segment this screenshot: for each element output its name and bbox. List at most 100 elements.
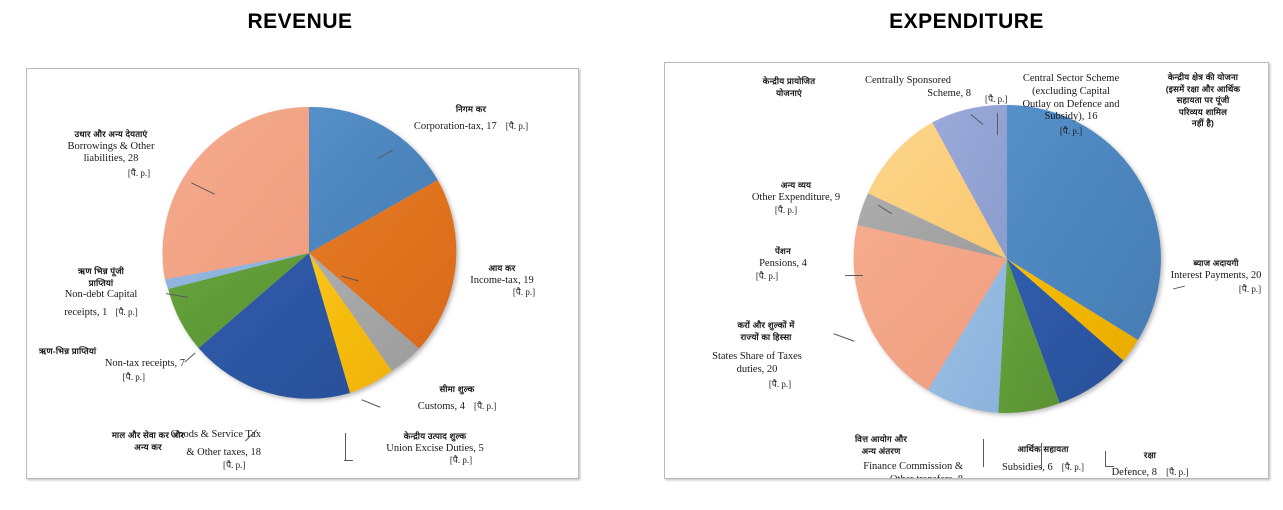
label-borrowings: उधार और अन्य देयताएं Borrowings & Other … <box>31 129 191 179</box>
label-borrowings-hi: उधार और अन्य देयताएं <box>74 129 148 139</box>
label-union-excise-duties-hi: केन्द्रीय उत्पाद शुल्क <box>403 431 467 441</box>
label-defence-en: Defence, 8 <box>1111 466 1158 478</box>
label-states-share-hi: करों और शुल्कों में राज्यों का हिस्सा <box>693 320 839 342</box>
label-union-excise-duties: केन्द्रीय उत्पाद शुल्क Union Excise Duti… <box>345 431 525 466</box>
label-customs: सीमा शुल्क Customs, 4 [पै. p.] <box>377 384 537 413</box>
leader-line-excise <box>345 433 346 461</box>
label-interest-unit: [पै. p.] <box>1238 284 1262 295</box>
label-gst-en2: & Other taxes, 18 <box>186 446 261 458</box>
leader-line-defence-foot <box>1105 466 1114 467</box>
label-css-hi1: केन्द्रीय प्रायोजित <box>762 76 816 86</box>
leader-line-defence <box>1105 451 1106 467</box>
label-finance-commission-en: Finance Commission & Other transfers, 8 <box>795 461 963 478</box>
label-non-debt-capital-receipts: ऋण भिन्न पूंजी प्राप्तियां Non-debt Capi… <box>31 266 171 320</box>
pie-slice-union-excise-duties[interactable] <box>309 253 392 393</box>
label-centrally-sponsored-scheme-hi: केन्द्रीय प्रायोजित योजनाएं <box>731 76 847 98</box>
revenue-pie <box>159 103 459 403</box>
leader-line-finance <box>983 439 984 467</box>
label-interest-payments: ब्याज अदायगी Interest Payments, 20 [पै. … <box>1151 258 1268 295</box>
label-fc-unit: [पै. p.] <box>967 475 989 478</box>
label-customs-en: Customs, 4 <box>417 400 465 412</box>
pie-slice-gst-other-taxes[interactable] <box>198 253 350 399</box>
pie-slice-borrowings-other-liabilities[interactable] <box>162 106 309 280</box>
label-pensions-unit: [पै. p.] <box>755 271 779 282</box>
label-ss-en1: States Share of Taxes <box>712 351 802 362</box>
label-centrally-sponsored-scheme-en: Centrally Sponsored Scheme, 8 <box>845 75 971 100</box>
label-css-unit: [पै. p.] <box>985 89 1007 107</box>
label-corporation-tax: निगम कर Corporation-tax, 17 [पै. p.] <box>371 104 571 133</box>
expenditure-panel: EXPENDITURE <box>650 0 1283 510</box>
label-non-tax-receipts-en: Non-tax receipts, 7 <box>104 357 185 369</box>
label-css-en2: Scheme, 8 <box>927 87 971 99</box>
label-income-tax-unit: [पै. p.] <box>512 287 536 298</box>
label-customs-unit: [पै. p.] <box>473 400 497 411</box>
label-ss-en2: duties, 20 <box>736 363 778 375</box>
label-cs-unit: [पै. p.] <box>1059 126 1083 136</box>
label-ss-hi2: राज्यों का हिस्सा <box>740 331 792 342</box>
revenue-chart-box: निगम कर Corporation-tax, 17 [पै. p.] आय … <box>26 68 579 479</box>
pie-slice-corporation-tax[interactable] <box>309 106 438 253</box>
label-non-debt-en2: receipts, 1 <box>64 306 108 318</box>
label-non-tax-receipts: ऋण-भिन्न प्राप्तियां Non-tax receipts, 7… <box>33 346 185 383</box>
revenue-panel: REVENUE <box>0 0 600 510</box>
label-pensions-en: Pensions, 4 <box>759 257 807 269</box>
pie-slice-other-expenditure[interactable] <box>867 122 1007 259</box>
label-other-expenditure: अन्य व्यय Other Expenditure, 9 [पै. p.] <box>713 180 879 216</box>
expenditure-chart-box: केन्द्रीय प्रायोजित योजनाएं Centrally Sp… <box>664 62 1269 479</box>
label-corporation-tax-hi: निगम कर <box>455 104 487 114</box>
label-gst-unit-text: [पै. p.] <box>223 460 246 470</box>
pie-slice-income-tax[interactable] <box>309 180 457 349</box>
label-income-tax: आय कर Income-tax, 19 [पै. p.] <box>427 263 577 298</box>
label-non-debt-hi1: ऋण भिन्न पूंजी <box>77 266 125 276</box>
expenditure-pie-svg-clean <box>853 104 1161 413</box>
pie-slice-non-tax-receipts[interactable] <box>168 253 309 349</box>
label-states-share-en: States Share of Taxes duties, 20 [पै. p.… <box>677 351 837 389</box>
label-non-debt-en1: Non-debt Capital <box>64 289 138 301</box>
label-fc-hi1: वित्त आयोग और <box>854 434 908 444</box>
label-fc-hi2: अन्य अंतरण <box>861 445 901 456</box>
pie-slice-customs[interactable] <box>309 253 420 371</box>
leader-line-central-sector <box>997 113 998 135</box>
label-borrowings-en2: liabilities, 28 <box>83 153 139 165</box>
label-gst-hi2: अन्य कर <box>134 441 162 452</box>
label-borrowings-unit: [पै. p.] <box>127 168 151 179</box>
label-oe-unit: [पै. p.] <box>774 205 798 216</box>
leader-line-subsidies <box>1041 443 1042 469</box>
label-cs-hi2: (इसमें रक्षा और आर्थिक <box>1165 83 1241 94</box>
pie-slice-finance-commission[interactable] <box>927 259 1007 413</box>
label-interest-hi: ब्याज अदायगी <box>1193 258 1239 268</box>
label-css-en1: Centrally Sponsored <box>864 75 952 86</box>
leader-line-excise-foot <box>344 460 353 461</box>
pie-slice-defence[interactable] <box>1007 259 1124 404</box>
label-interest-en: Interest Payments, 20 <box>1170 269 1262 281</box>
label-corporation-tax-unit: [पै. p.] <box>505 120 529 131</box>
label-borrowings-en1: Borrowings & Other <box>67 140 155 152</box>
label-gst-en1: Goods & Service Tax <box>170 429 261 440</box>
pie-slice-states-share[interactable] <box>853 224 1007 391</box>
label-oe-en: Other Expenditure, 9 <box>751 191 841 203</box>
label-defence-unit: [पै. p.] <box>1166 466 1189 477</box>
pie-slice-central-sector-scheme[interactable] <box>1007 105 1161 341</box>
pie-slice-pensions[interactable] <box>857 193 1007 259</box>
label-cs-hi4: परिव्यय शामिल <box>1178 106 1228 117</box>
label-finance-commission-hi: वित्त आयोग और अन्य अंतरण <box>801 434 961 456</box>
label-customs-hi: सीमा शुल्क <box>439 384 475 394</box>
pie-slice-subsidies[interactable] <box>998 259 1060 413</box>
label-defence: रक्षा Defence, 8 [पै. p.] <box>1085 450 1215 478</box>
label-subsidies: आर्थिक सहायता Subsidies, 6 [पै. p.] <box>973 444 1113 474</box>
label-non-tax-receipts-unit: [पै. p.] <box>122 372 145 383</box>
pie-slice-centrally-sponsored-scheme[interactable] <box>932 104 1007 260</box>
pie-slice-non-debt-capital-receipts[interactable] <box>164 253 309 289</box>
label-gst-other-taxes: माल और सेवा कर और अन्य कर <box>33 430 263 452</box>
label-subsidies-hi: आर्थिक सहायता <box>1017 444 1069 454</box>
label-cs-en3: Outlay on Defence and <box>1022 98 1120 110</box>
label-pensions: पेंशन Pensions, 4 [पै. p.] <box>721 246 845 282</box>
label-union-excise-duties-unit: [पै. p.] <box>449 455 473 466</box>
label-non-debt-unit: [पै. p.] <box>115 306 138 317</box>
revenue-pie-slices <box>162 106 457 399</box>
label-ss-unit: [पै. p.] <box>768 378 792 389</box>
label-fc-en1: Finance Commission & <box>863 461 963 472</box>
label-cs-en2: (excluding Capital <box>1032 85 1110 97</box>
label-gst-hi1: माल और सेवा कर और <box>111 430 185 440</box>
pie-slice-interest-payments[interactable] <box>1007 259 1138 361</box>
